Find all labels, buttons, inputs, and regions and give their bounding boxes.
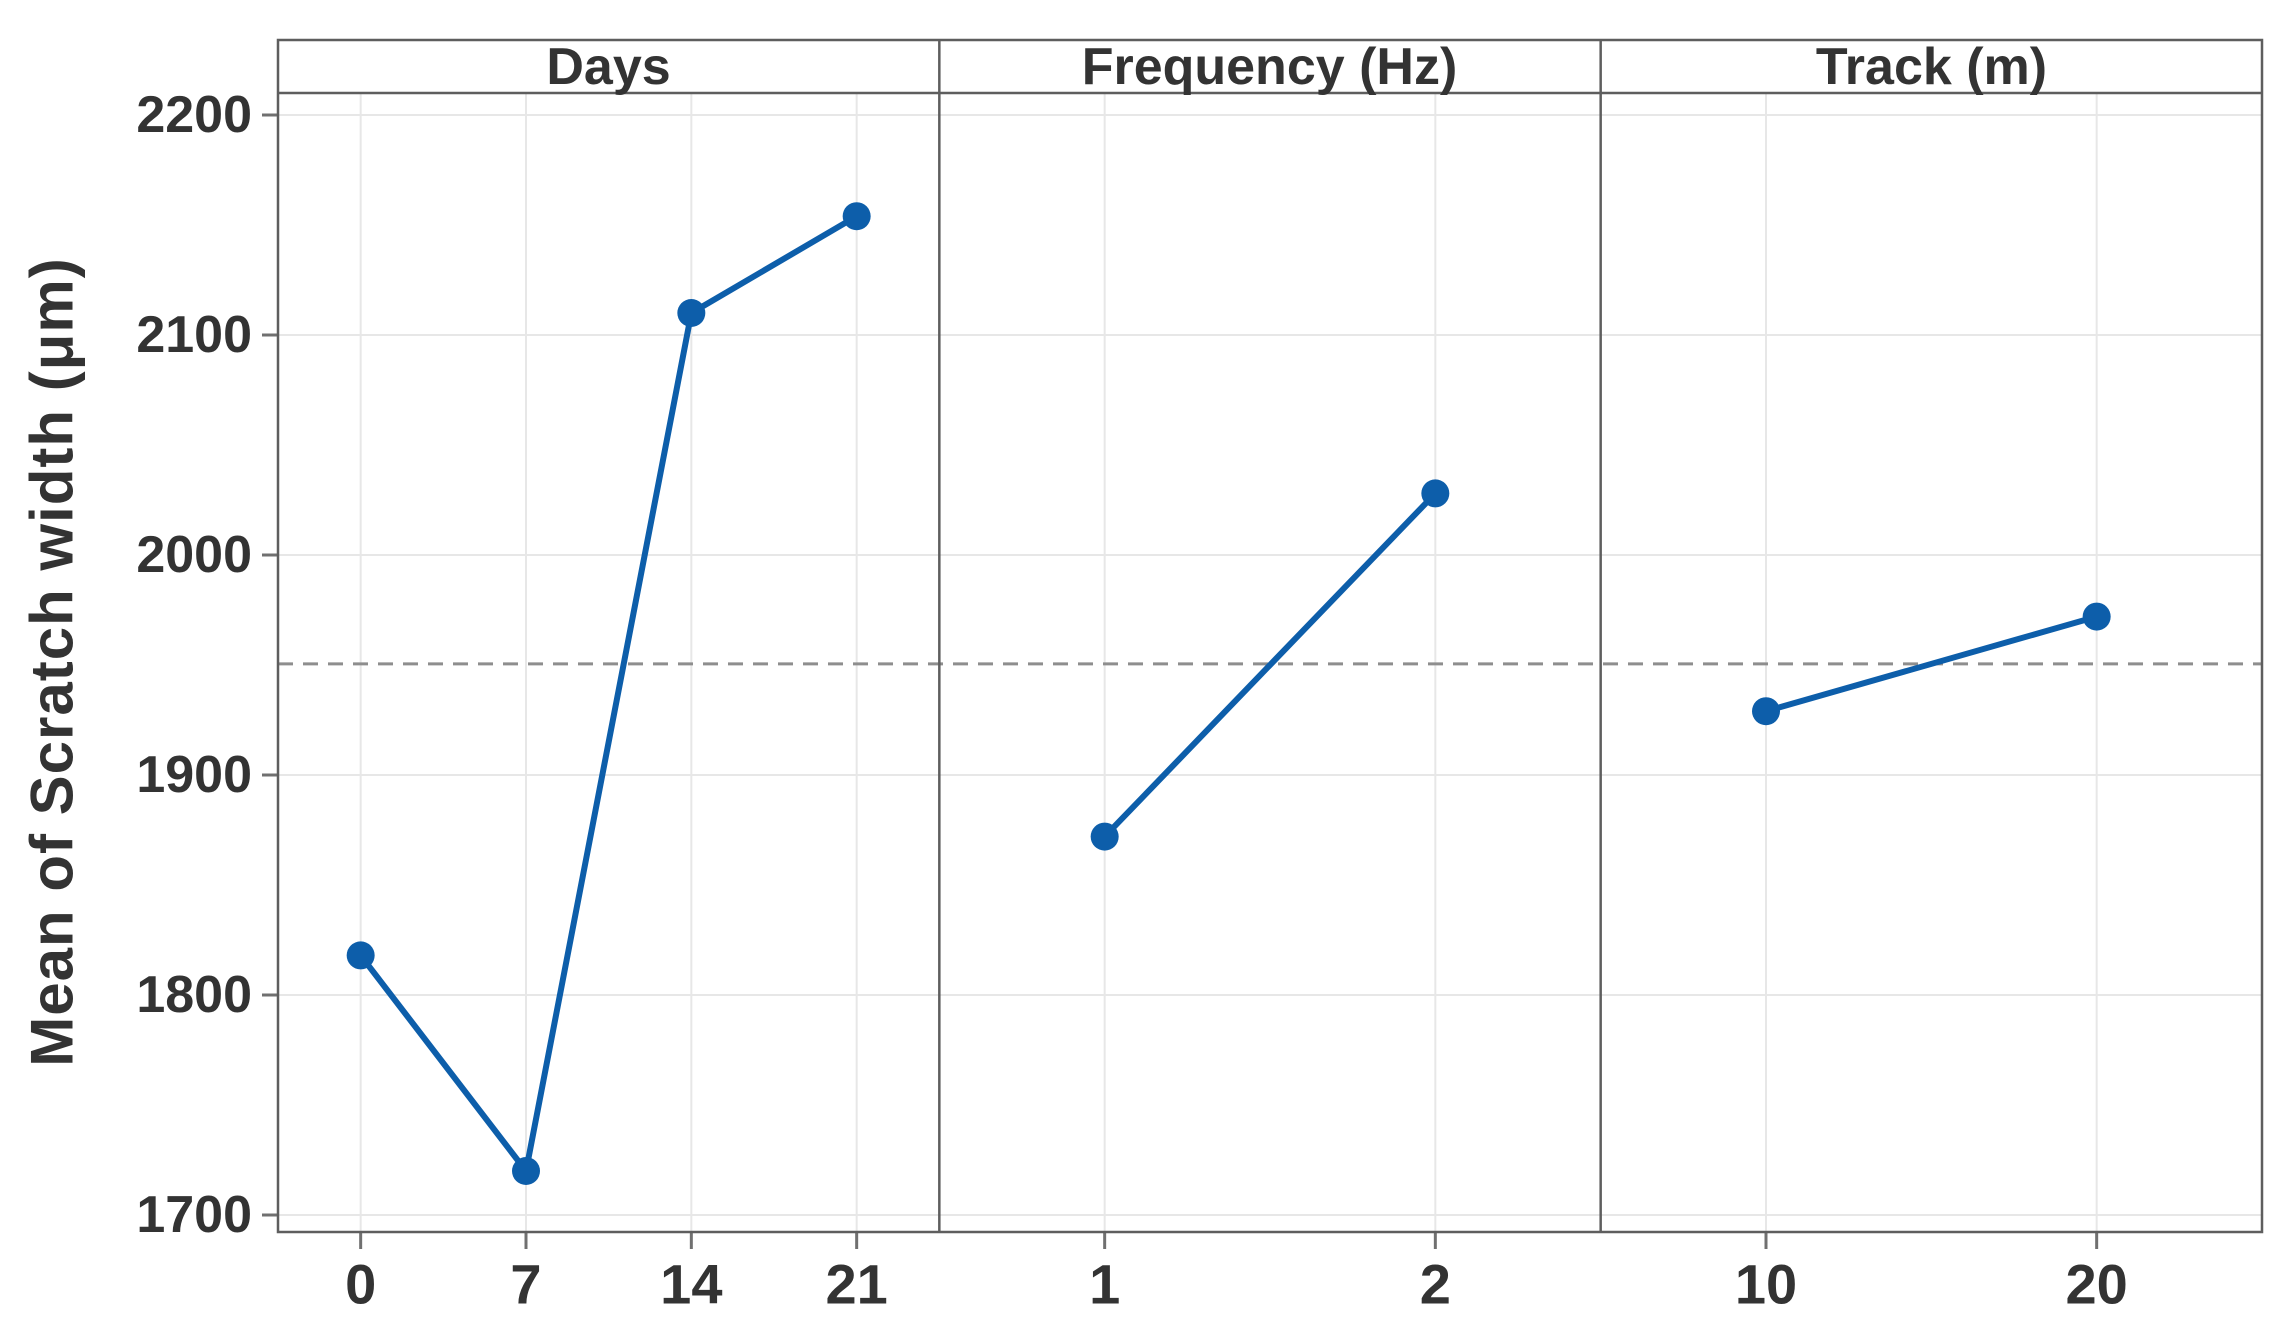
x-tick-label: 10	[1735, 1253, 1797, 1316]
y-tick-label: 2200	[136, 86, 252, 144]
y-tick-label: 1800	[136, 966, 252, 1024]
x-tick-label: 1	[1089, 1253, 1120, 1316]
y-axis-title: Mean of Scratch width (μm)	[18, 257, 86, 1067]
series-line	[1101, 490, 1439, 840]
y-tick-label: 2100	[136, 306, 252, 364]
data-point-marker	[512, 1157, 540, 1185]
x-tick-label: 21	[826, 1253, 888, 1316]
y-tick-label: 2000	[136, 526, 252, 584]
data-point-marker	[1090, 822, 1119, 851]
data-point-marker	[1752, 697, 1780, 726]
data-point-marker	[842, 202, 871, 231]
series-line	[357, 213, 860, 1174]
panel-title-days: Days	[546, 37, 671, 96]
panel-title-track: Track (m)	[1815, 37, 2048, 96]
x-tick-label: 2	[1420, 1253, 1451, 1316]
x-tick-label: 0	[345, 1253, 376, 1316]
x-tick-label: 14	[660, 1253, 722, 1316]
data-point-marker	[2082, 602, 2111, 631]
x-tick-label: 20	[2066, 1253, 2128, 1316]
y-tick-label: 1900	[136, 746, 252, 804]
data-point-marker	[1421, 479, 1450, 508]
x-tick-label: 7	[510, 1253, 541, 1316]
data-point-marker	[677, 299, 706, 327]
plot-border	[276, 38, 2264, 1234]
data-point-marker	[346, 941, 375, 970]
series-line	[1763, 613, 2100, 715]
panel-header-band	[278, 40, 2262, 93]
y-tick-label: 1700	[136, 1186, 252, 1244]
panel-title-frequency: Frequency (Hz)	[1081, 37, 1458, 96]
